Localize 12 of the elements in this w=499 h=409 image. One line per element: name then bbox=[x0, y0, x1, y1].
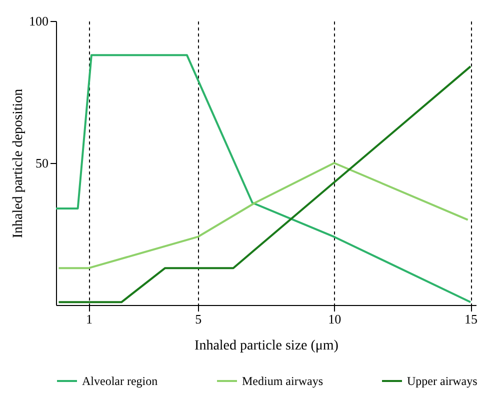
y-tick-label: 100 bbox=[29, 14, 48, 28]
x-axis-title: Inhaled particle size (μm) bbox=[194, 338, 339, 354]
y-axis-title: Inhaled particle deposition bbox=[11, 88, 26, 238]
x-tick-label: 15 bbox=[464, 312, 478, 326]
x-tick-label: 10 bbox=[328, 312, 342, 326]
x-tick-label: 1 bbox=[86, 312, 92, 326]
legend-label: Alveolar region bbox=[82, 374, 158, 388]
x-tick-label: 5 bbox=[195, 312, 202, 326]
legend-label: Medium airways bbox=[242, 374, 324, 388]
line-series bbox=[58, 162, 469, 270]
y-tick-label: 50 bbox=[36, 156, 48, 170]
legend-label: Upper airways bbox=[407, 374, 478, 388]
